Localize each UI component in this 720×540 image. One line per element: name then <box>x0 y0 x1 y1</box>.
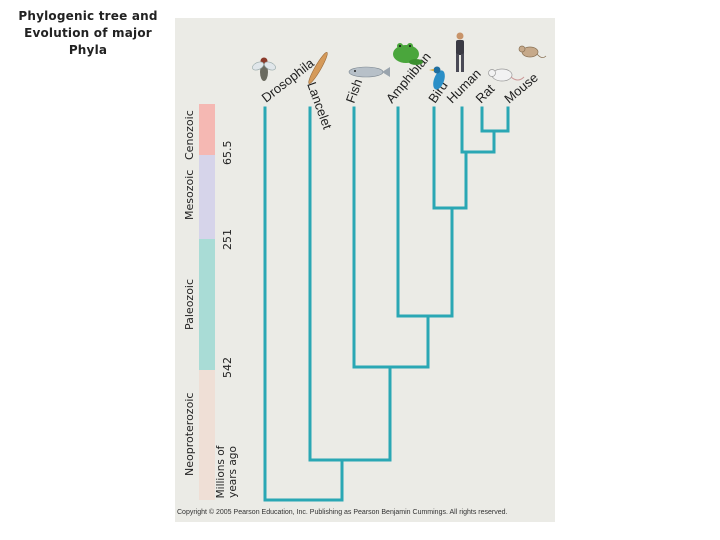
taxon-label-fish: Fish <box>343 77 365 105</box>
copyright-notice: Copyright © 2005 Pearson Education, Inc.… <box>177 509 508 516</box>
taxon-label-rat: Rat <box>473 81 498 106</box>
era-bar-paleozoic <box>199 239 215 370</box>
slide-title: Phylogenic tree and Evolution of major P… <box>18 9 158 57</box>
drosophila-icon <box>252 57 276 81</box>
bird-icon <box>429 66 445 90</box>
lancelet-icon <box>308 52 328 84</box>
human-icon <box>456 32 464 72</box>
figure-panel <box>175 18 555 522</box>
branch-bilateria <box>308 458 344 502</box>
phylogenetic-tree <box>263 106 510 502</box>
mouse-icon <box>518 45 547 58</box>
era-bar-mesozoic <box>199 155 215 239</box>
era-bar-cenozoic <box>199 104 215 155</box>
era-bar-neoproterozoic <box>199 370 215 500</box>
branch-root <box>263 106 344 502</box>
rat-icon <box>488 68 525 82</box>
branch-chordata-right <box>340 365 392 462</box>
fish-icon <box>348 66 390 78</box>
frog-icon <box>393 43 423 65</box>
